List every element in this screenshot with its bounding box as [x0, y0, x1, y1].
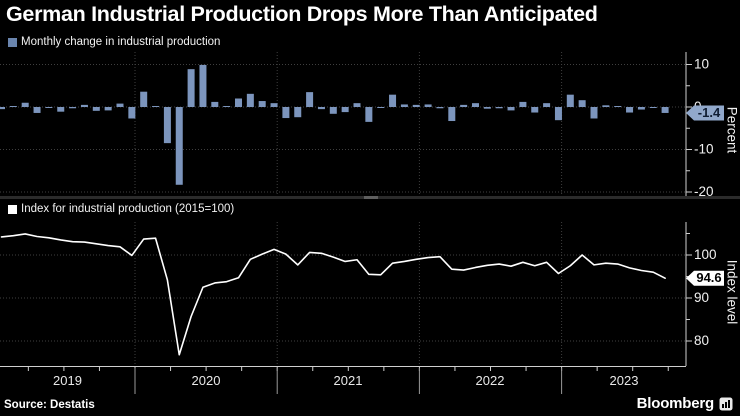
bar — [614, 106, 622, 107]
bloomberg-wordmark: Bloomberg — [636, 395, 715, 412]
value-badge-monthly: -1.4 — [686, 105, 724, 121]
bar — [80, 104, 88, 108]
bar — [45, 107, 53, 108]
bar — [341, 107, 349, 113]
bar — [649, 107, 657, 108]
panel-divider-handle — [364, 196, 378, 199]
bar — [566, 94, 574, 107]
bar-series — [0, 64, 669, 185]
bar — [448, 107, 456, 122]
bar — [353, 103, 361, 107]
bar — [400, 104, 408, 107]
bar — [21, 102, 29, 107]
bar — [128, 107, 136, 119]
bar — [329, 107, 337, 114]
bar — [9, 106, 17, 107]
year-label: 2023 — [610, 373, 639, 388]
bar — [270, 103, 278, 107]
year-label: 2019 — [53, 373, 82, 388]
bar — [175, 107, 183, 185]
bar — [590, 107, 598, 119]
bar — [246, 93, 254, 108]
shared-x-axis: 2019 2020 2021 2022 2023 — [0, 366, 686, 394]
badge-shape — [686, 105, 724, 121]
y-tick-label: 100 — [694, 247, 717, 262]
bar — [294, 107, 302, 118]
bar — [578, 100, 586, 107]
bar — [223, 106, 231, 107]
badge-shape — [686, 270, 724, 286]
bar — [436, 107, 444, 109]
y-tick-label: 90 — [694, 290, 709, 305]
legend-swatch-line-icon — [8, 204, 17, 214]
bar — [495, 107, 503, 109]
bar — [92, 107, 100, 111]
badge-label: -1.4 — [698, 105, 721, 120]
bar — [424, 104, 432, 107]
bar — [57, 107, 65, 112]
bar — [377, 107, 385, 108]
legend-label-index-level: Index for industrial production (2015=10… — [21, 203, 235, 215]
bar — [317, 107, 325, 110]
bar — [460, 104, 468, 108]
bar — [69, 107, 77, 109]
bar — [33, 107, 41, 113]
bar — [235, 98, 242, 107]
source-label: Source: Destatis — [4, 399, 95, 411]
bar — [365, 107, 373, 122]
bar — [116, 103, 124, 107]
bar — [507, 107, 515, 111]
bar — [554, 107, 562, 121]
y-tick-label: 80 — [694, 333, 709, 348]
bar — [163, 107, 171, 144]
gridlines — [0, 52, 686, 196]
y-axis: 100 90 80 Index level — [685, 222, 739, 366]
gridlines — [0, 222, 686, 366]
bar — [306, 92, 314, 108]
bar — [140, 91, 148, 107]
bar — [211, 101, 219, 107]
bloomberg-terminal-icon — [719, 397, 733, 410]
legend-swatch-bar-icon — [8, 37, 17, 47]
bar — [282, 107, 290, 119]
legend-index-level: Index for industrial production (2015=10… — [8, 203, 234, 215]
y-tick-label: 10 — [694, 57, 709, 72]
bloomberg-logo: Bloomberg — [637, 395, 733, 412]
bar — [626, 107, 634, 113]
year-label: 2020 — [192, 373, 221, 388]
bar — [187, 69, 195, 107]
bar — [637, 107, 645, 110]
year-label: 2022 — [476, 373, 505, 388]
bar — [519, 101, 527, 107]
y-tick-label: -20 — [694, 184, 714, 196]
bar — [543, 103, 551, 107]
line-series — [0, 233, 666, 356]
bar — [531, 107, 539, 113]
y-axis-title: Percent — [724, 107, 739, 154]
legend-monthly-change: Monthly change in industrial production — [8, 36, 220, 48]
page-title: German Industrial Production Drops More … — [6, 2, 598, 26]
value-badge-index: 94.6 — [686, 270, 724, 286]
panel-divider — [0, 196, 740, 199]
bar — [483, 107, 491, 109]
bar — [199, 64, 207, 107]
bar — [389, 94, 397, 107]
bar — [602, 105, 610, 107]
bar — [0, 107, 5, 110]
y-tick-label: -10 — [694, 142, 714, 157]
bar — [661, 107, 669, 113]
bar — [104, 107, 112, 111]
bar — [412, 104, 420, 108]
bar — [152, 106, 160, 107]
badge-label: 94.6 — [696, 270, 721, 285]
y-axis-title: Index level — [724, 260, 739, 325]
year-label: 2021 — [334, 373, 363, 388]
bar — [472, 103, 479, 107]
legend-label-monthly-change: Monthly change in industrial production — [21, 36, 221, 48]
bar — [258, 101, 266, 107]
